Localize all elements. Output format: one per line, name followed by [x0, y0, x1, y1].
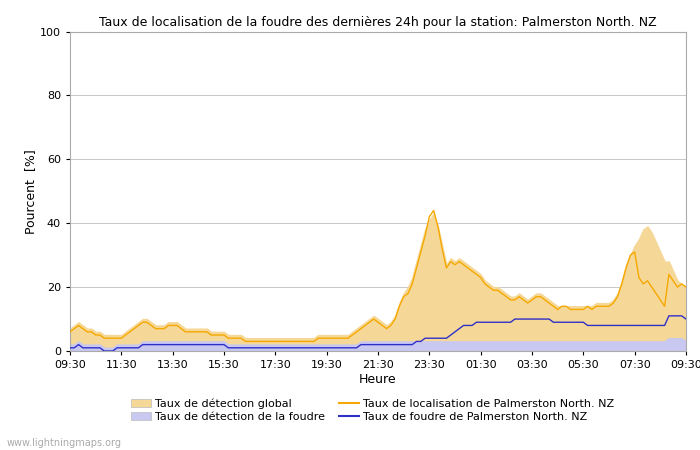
- Legend: Taux de détection global, Taux de détection de la foudre, Taux de localisation d: Taux de détection global, Taux de détect…: [131, 398, 615, 422]
- Y-axis label: Pourcent  [%]: Pourcent [%]: [25, 149, 37, 234]
- X-axis label: Heure: Heure: [359, 373, 397, 386]
- Title: Taux de localisation de la foudre des dernières 24h pour la station: Palmerston : Taux de localisation de la foudre des de…: [99, 16, 657, 29]
- Text: www.lightningmaps.org: www.lightningmaps.org: [7, 438, 122, 448]
